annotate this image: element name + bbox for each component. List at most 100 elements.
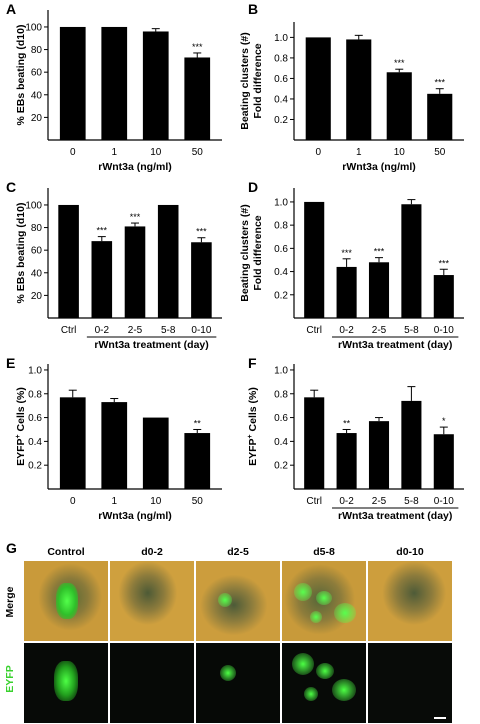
y-axis-label: Beating clusters (#) xyxy=(239,204,251,301)
significance-label: *** xyxy=(97,226,108,236)
chart-panel-e: E 0.2 0.4 0.6 0.8 1.0 0 1 10 ** 50 rWnt3a (ng/ml) EY… xyxy=(6,355,222,522)
x-tick-label: 0-10 xyxy=(191,325,211,336)
significance-label: *** xyxy=(434,78,445,88)
bar xyxy=(142,31,169,141)
x-tick-label: 0-2 xyxy=(95,325,110,336)
y-tick-label: 1.0 xyxy=(274,197,288,208)
gfp-signal xyxy=(54,661,78,701)
x-tick-label: 10 xyxy=(394,147,406,158)
gfp-signal xyxy=(56,583,78,619)
panel-g-label: G xyxy=(6,540,17,556)
y-tick-label: 1.0 xyxy=(274,365,288,376)
eyfp-image-d5-8 xyxy=(282,643,366,723)
merge-image-control xyxy=(24,561,108,641)
y-axis-label: Fold difference xyxy=(252,43,264,118)
y-tick-label: 0.2 xyxy=(274,115,288,126)
scale-bar xyxy=(434,717,446,719)
y-axis-label: Fold difference xyxy=(252,215,264,290)
gfp-signal xyxy=(292,653,314,675)
x-tick-label: 2-5 xyxy=(372,325,387,336)
significance-label: * xyxy=(442,416,446,426)
panel-label: D xyxy=(248,179,258,195)
bar xyxy=(368,262,390,318)
y-tick-label: 80 xyxy=(31,223,43,234)
x-tick-label: 0 xyxy=(70,496,76,507)
bar xyxy=(58,204,79,318)
column-label-d0-10: d0-10 xyxy=(396,546,424,558)
y-tick-label: 0.6 xyxy=(274,74,288,85)
eyfp-image-control xyxy=(24,643,108,723)
gfp-signal xyxy=(316,663,334,679)
y-tick-label: 20 xyxy=(31,113,43,124)
significance-label: *** xyxy=(341,248,352,258)
bar xyxy=(124,226,146,318)
y-tick-label: 0.4 xyxy=(274,94,288,105)
x-tick-label: 0-2 xyxy=(339,496,354,507)
y-tick-label: 0.4 xyxy=(28,437,42,448)
y-tick-label: 0.8 xyxy=(274,221,288,232)
x-tick-label: 0-10 xyxy=(434,325,454,336)
x-tick-label: Ctrl xyxy=(306,325,322,336)
gfp-signal xyxy=(220,665,236,681)
y-tick-label: 0.6 xyxy=(28,413,42,424)
x-tick-label: 10 xyxy=(150,496,162,507)
x-tick-label: Ctrl xyxy=(306,496,322,507)
chart-panel-c: C 20 40 60 80 100 Ctrl *** 0-2 *** 2-5 5-8 *** 0-10 rW… xyxy=(6,179,222,351)
y-tick-label: 0.8 xyxy=(274,53,288,64)
bar xyxy=(101,402,128,489)
bar xyxy=(184,57,211,141)
significance-label: ** xyxy=(343,418,351,428)
y-tick-label: 0.2 xyxy=(28,461,42,472)
x-tick-label: 0 xyxy=(70,147,76,158)
bar xyxy=(336,266,357,318)
x-axis-label: rWnt3a (ng/ml) xyxy=(98,161,172,173)
bar xyxy=(433,434,454,489)
eyfp-image-d2-5 xyxy=(196,643,280,723)
y-tick-label: 60 xyxy=(31,68,43,79)
y-tick-label: 20 xyxy=(31,291,43,302)
row-label-merge: Merge xyxy=(4,586,16,618)
merge-image-d5-8 xyxy=(282,561,366,641)
bar xyxy=(346,39,372,140)
x-tick-label: 5-8 xyxy=(161,325,176,336)
x-axis-label: rWnt3a treatment (day) xyxy=(338,510,452,522)
x-tick-label: 2-5 xyxy=(128,325,143,336)
x-tick-label: 0 xyxy=(315,147,321,158)
y-tick-label: 0.8 xyxy=(28,389,42,400)
gfp-signal xyxy=(316,591,332,605)
gfp-signal xyxy=(304,687,318,701)
y-tick-label: 1.0 xyxy=(274,33,288,44)
bar xyxy=(401,204,422,318)
x-tick-label: 1 xyxy=(111,496,117,507)
bar xyxy=(59,397,86,489)
chart-panel-a: A 20 40 60 80 100 0 1 10 *** 50 rWnt3a (ng/ml) % EBs… xyxy=(6,1,222,173)
y-tick-label: 0.4 xyxy=(274,267,288,278)
column-label-d0-2: d0-2 xyxy=(141,546,163,558)
bar xyxy=(386,72,412,140)
gfp-signal xyxy=(334,603,356,623)
bar xyxy=(401,400,422,489)
bar xyxy=(184,433,211,489)
y-axis-label: EYFP+ Cells (%) xyxy=(15,387,27,466)
significance-label: *** xyxy=(394,58,405,68)
y-axis-label: % EBs beating (d10) xyxy=(15,25,27,126)
bar xyxy=(336,433,357,489)
column-label-d2-5: d2-5 xyxy=(227,546,249,558)
bar xyxy=(433,275,454,318)
gfp-signal xyxy=(294,583,312,601)
y-tick-label: 0.2 xyxy=(274,461,288,472)
y-axis-label: EYFP+ Cells (%) xyxy=(247,387,259,466)
panel-label: B xyxy=(248,1,258,17)
eyfp-image-d0-10 xyxy=(368,643,452,723)
bar xyxy=(157,204,179,318)
x-tick-label: 50 xyxy=(192,496,204,507)
bar xyxy=(142,417,169,489)
column-label-d5-8: d5-8 xyxy=(313,546,335,558)
x-tick-label: 0-2 xyxy=(339,325,354,336)
chart-panel-b: B 0.2 0.4 0.6 0.8 1.0 0 1 *** 10 *** 50 rWnt3a (ng/m… xyxy=(239,1,464,173)
bar xyxy=(101,26,128,141)
x-tick-label: 1 xyxy=(356,147,362,158)
y-tick-label: 0.8 xyxy=(274,389,288,400)
x-axis-label: rWnt3a treatment (day) xyxy=(338,339,452,351)
